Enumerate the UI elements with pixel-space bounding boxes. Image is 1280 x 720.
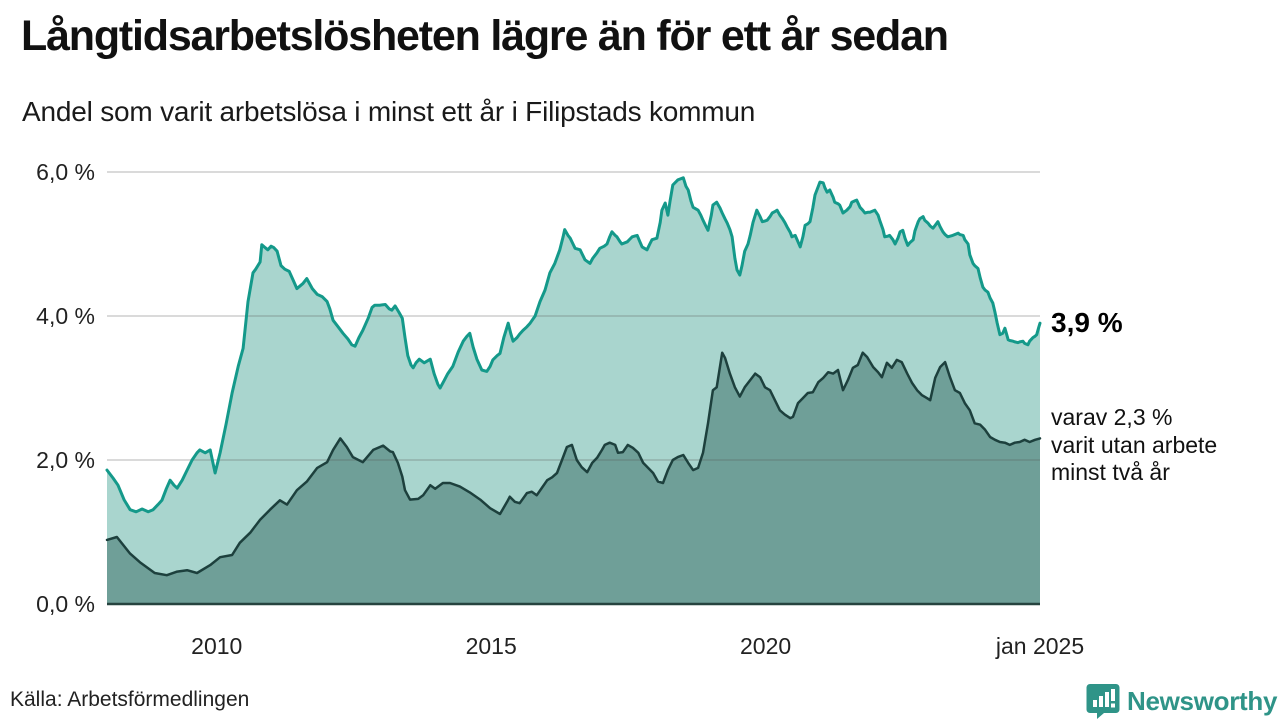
annotation-line-3: minst två år (1051, 459, 1170, 485)
y-tick-label: 6,0 % (36, 159, 95, 185)
y-tick-label: 4,0 % (36, 303, 95, 329)
annotation-latest-subseries: varav 2,3 % varit utan arbete minst två … (1051, 404, 1217, 487)
source-note: Källa: Arbetsförmedlingen (10, 688, 250, 711)
x-tick-label: jan 2025 (995, 633, 1085, 659)
gridlines (107, 171, 1040, 461)
page-title: Långtidsarbetslösheten lägre än för ett … (21, 12, 949, 60)
x-tick-label: 2020 (739, 633, 792, 659)
x-tick-label: 2015 (465, 633, 517, 659)
annotation-line-2: varit utan arbete (1051, 431, 1218, 458)
brand-logo: Newsworthy (1086, 683, 1277, 719)
y-tick-label: 0,0 % (36, 591, 95, 617)
y-tick-label: 2,0 % (36, 447, 95, 473)
annotation-line-1: varav 2,3 % (1051, 404, 1173, 430)
newsworthy-logo-icon (1086, 684, 1120, 719)
x-tick-label: 2010 (191, 633, 243, 659)
brand-name: Newsworthy (1127, 685, 1278, 716)
area-over-two-years (107, 352, 1040, 604)
line-total-over-one-year (105, 176, 1042, 514)
chart-subtitle: Andel som varit arbetslösa i minst ett å… (22, 96, 756, 127)
annotation-latest-total: 3,9 % (1051, 307, 1123, 338)
line-over-two-years (105, 351, 1042, 577)
